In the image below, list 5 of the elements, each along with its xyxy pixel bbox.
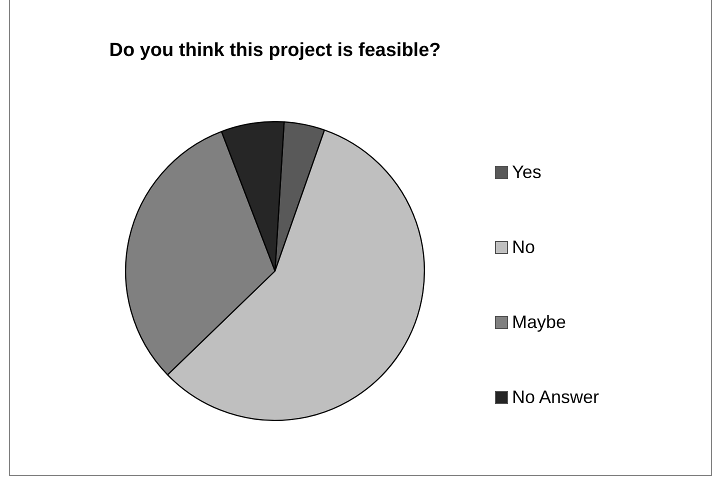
legend-label: Maybe xyxy=(512,312,566,332)
legend-label: No xyxy=(512,236,536,258)
chart-title: Do you think this project is feasible? xyxy=(108,40,442,62)
legend-label: Yes xyxy=(512,162,542,182)
legend-label: No Answer xyxy=(512,386,600,408)
